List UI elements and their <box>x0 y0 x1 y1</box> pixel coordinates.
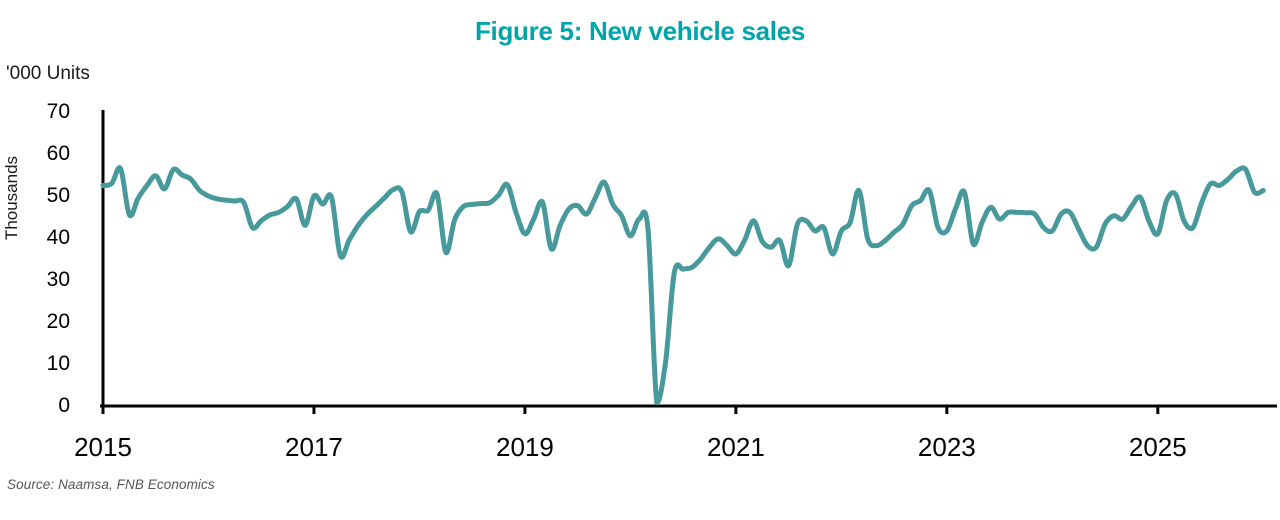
x-axis-ticks <box>101 405 1160 414</box>
x-tick-label: 2015 <box>74 432 132 462</box>
sales-line <box>100 165 1266 406</box>
x-tick-label: 2021 <box>706 432 765 462</box>
y-tick-label: 70 <box>46 100 70 123</box>
y-tick-label: 40 <box>46 226 70 249</box>
chart-title: Figure 5: New vehicle sales <box>474 16 806 46</box>
y-axis-units-label: '000 Units <box>6 63 90 84</box>
x-tick-label: 2019 <box>495 432 554 462</box>
x-tick-label: 2017 <box>285 432 343 462</box>
source-note: Source: Naamsa, FNB Economics <box>7 477 215 492</box>
y-tick-label: 50 <box>46 184 70 207</box>
y-tick-label: 30 <box>46 268 70 291</box>
y-tick-label: 0 <box>58 394 70 417</box>
y-tick-label: 10 <box>46 352 70 375</box>
x-tick-label: 2025 <box>1128 432 1187 462</box>
x-tick-label: 2023 <box>917 432 976 462</box>
y-tick-label: 20 <box>46 310 70 333</box>
y-tick-label: 60 <box>46 142 70 165</box>
